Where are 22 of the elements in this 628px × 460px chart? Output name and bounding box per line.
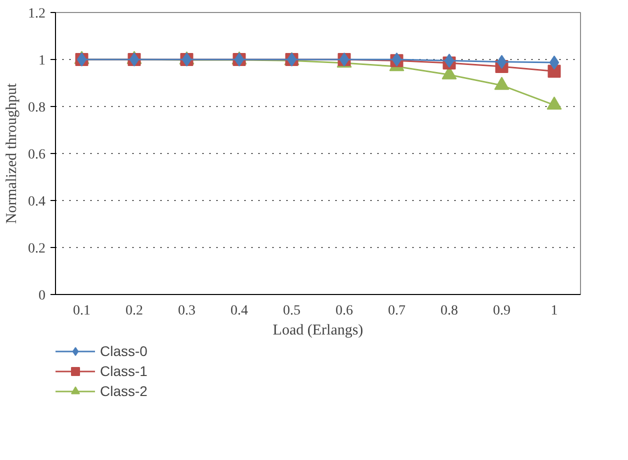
y-tick-label: 0.2	[28, 242, 46, 256]
x-tick-label: 0.4	[230, 304, 248, 318]
x-axis-title: Load (Erlangs)	[272, 322, 364, 338]
y-tick-label: 1.2	[28, 6, 46, 22]
y-tick-label: 0.8	[28, 100, 46, 116]
x-tick-label: 0.1	[73, 304, 90, 318]
legend-label: Class-0	[100, 343, 148, 359]
legend-label: Class-2	[100, 383, 148, 399]
y-tick-label: 0	[38, 288, 46, 304]
y-tick-label: 0.4	[28, 194, 46, 210]
legend-label: Class-1	[100, 363, 148, 379]
x-tick-label: 1	[550, 304, 558, 318]
y-tick-label: 0.6	[28, 148, 46, 162]
y-tick-label: 1	[38, 54, 46, 68]
x-tick-label: 0.5	[283, 304, 300, 318]
x-tick-label: 0.2	[126, 304, 143, 318]
x-tick-label: 0.6	[336, 304, 353, 318]
x-tick-label: 0.3	[178, 304, 196, 318]
x-tick-label: 0.7	[388, 304, 406, 318]
x-tick-label: 0.8	[440, 304, 458, 318]
y-axis-title: Normalized throughput	[4, 82, 20, 224]
x-tick-label: 0.9	[493, 304, 510, 318]
